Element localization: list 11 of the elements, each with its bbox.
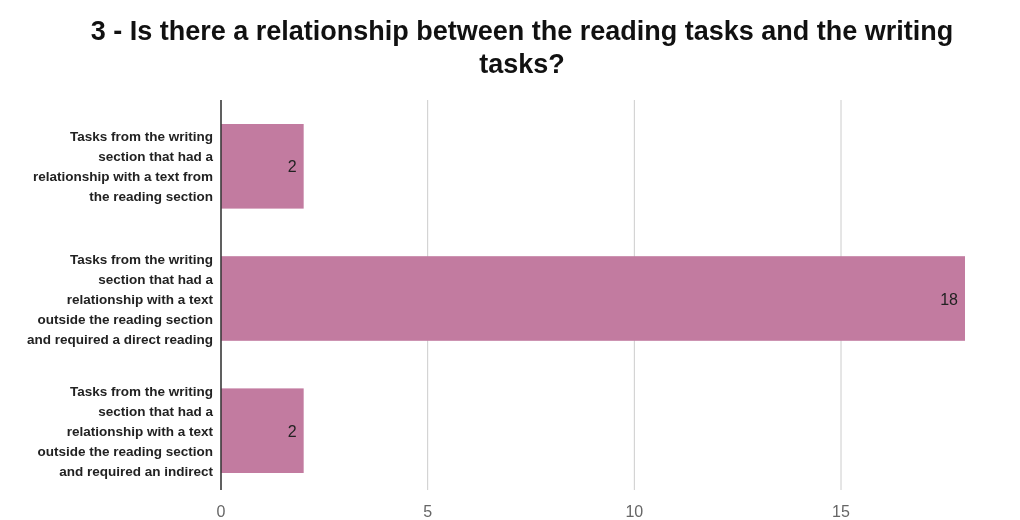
x-tick-label: 15 xyxy=(832,503,850,520)
y-tick-label: Tasks from the writing section that had a relationship with a text outside the reading section and required a direct reading xyxy=(26,251,214,347)
data-label: 2 xyxy=(287,158,297,176)
data-label: 18 xyxy=(940,290,959,308)
y-tick-label: Tasks from the writing section that had a relationship with a text from the reading section xyxy=(32,129,214,205)
x-tick-label: 10 xyxy=(625,503,644,520)
x-tick-label: 5 xyxy=(423,503,433,520)
data-label: 2 xyxy=(287,422,297,440)
y-tick-label: Tasks from the writing section that had a relationship with a text outside the reading section and required an indirect xyxy=(37,383,214,479)
x-tick-label: 0 xyxy=(216,503,226,520)
chart-title: 3 - Is there a relationship between the reading tasks and the writing tasks? xyxy=(90,16,954,79)
